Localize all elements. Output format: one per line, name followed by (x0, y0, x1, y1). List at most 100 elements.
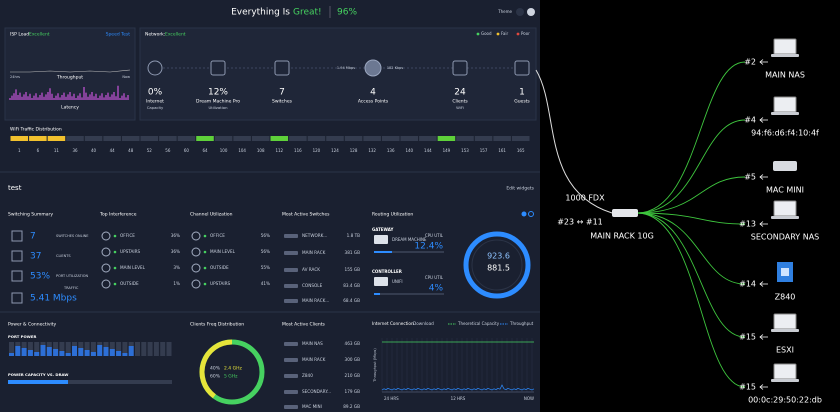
laptop-base (771, 54, 799, 57)
laptop-screen (773, 96, 797, 113)
stat-label: Switches (272, 99, 293, 105)
edit-link[interactable]: Edit widgets (506, 186, 534, 192)
status-dot (113, 266, 117, 270)
channel-segment (344, 136, 363, 141)
stat-label: Internet (146, 99, 164, 105)
link-line (636, 212, 746, 338)
port-slot (141, 342, 147, 356)
label: 40% (210, 366, 221, 372)
freq-ring-24 (199, 339, 233, 399)
item-name: MAIN RACK (302, 357, 326, 362)
port-power (40, 345, 46, 356)
channel-label: 120 (313, 148, 321, 153)
port-label: #15 (739, 383, 756, 392)
chart-grid (381, 338, 533, 392)
label: 60% (210, 374, 221, 380)
port-power (78, 348, 84, 356)
label: Throughput (509, 321, 534, 326)
stat-value: 7 (279, 88, 285, 98)
theme-toggle[interactable] (527, 8, 535, 16)
label: 24hrs (10, 75, 20, 79)
device-icon (210, 60, 226, 76)
channel-segment (511, 136, 530, 141)
isp-card (4, 27, 136, 121)
item-name: NETWORK... (302, 233, 327, 238)
ap-icon (191, 231, 201, 241)
y-axis-label: Throughput (Mbps) (373, 348, 377, 383)
device-icon (284, 234, 298, 238)
channel-label: 6 (37, 148, 40, 153)
label: Good (481, 31, 492, 36)
port-power (109, 349, 115, 356)
item-value: 68.4 GB (343, 298, 360, 303)
label: GATEWAY (372, 227, 393, 232)
arrow (759, 117, 768, 123)
channel-label: 44 (110, 148, 116, 153)
section-title: WiFi Traffic Distribution (10, 127, 62, 133)
channel-segment (177, 136, 196, 141)
port-slot (166, 342, 172, 356)
device-name: SECONDARY NAS (751, 233, 820, 242)
score: 96% (337, 8, 357, 18)
settings-icon[interactable] (521, 211, 527, 217)
card-title: Most Active Switches (282, 212, 330, 218)
device-icon (374, 277, 388, 286)
settings-icon[interactable] (528, 211, 534, 217)
dropdown[interactable]: Download (413, 321, 434, 326)
ap-icon (191, 263, 201, 273)
theme-toggle[interactable] (516, 8, 524, 16)
item-value: 36% (171, 233, 180, 238)
channel-label: 104 (238, 148, 246, 153)
port-slot (9, 342, 14, 356)
throughput-line (10, 69, 131, 73)
item-value: 89.2 GB (343, 404, 360, 409)
port-power (34, 352, 40, 356)
switch-name: MAIN RACK 10G (590, 232, 654, 241)
item-value: 55% (261, 265, 270, 270)
link-speed: 1000 FDX (565, 194, 605, 203)
label: CPU UTIL (425, 275, 444, 280)
channel-label: 124 (331, 148, 339, 153)
port-label: #4 (744, 116, 756, 125)
label: NOW (524, 396, 534, 401)
stat-label: Guests (514, 99, 530, 105)
channel-segment (159, 136, 177, 141)
item-name: AV RACK (302, 267, 320, 272)
metric-label: PORT UTILIZATION (56, 274, 88, 278)
port-power (59, 351, 65, 356)
latency-bars (9, 85, 129, 100)
channel-label: 116 (294, 148, 302, 153)
link[interactable]: Speed Test (106, 32, 131, 38)
channel-segment (140, 136, 159, 141)
item-value: 36% (171, 249, 180, 254)
status-highlight: Great! (293, 8, 322, 18)
card-title: Switching Summary (8, 212, 53, 218)
status-dot (203, 234, 207, 238)
channel-label: 108 (257, 148, 265, 153)
item-name: Z840 (302, 373, 313, 378)
laptop-screen (773, 363, 797, 380)
channel-segment (196, 136, 214, 141)
item-value: 83.4 GB (343, 283, 360, 288)
ap-icon (101, 247, 111, 257)
switch-icon (612, 209, 638, 217)
theme-label: Theme (497, 9, 512, 14)
item-value: 155 GB (345, 267, 361, 272)
label: Throughput (56, 75, 83, 81)
port-slot (90, 342, 96, 356)
laptop-screen (773, 313, 797, 330)
ap-icon (191, 279, 201, 289)
port-power (97, 345, 103, 356)
device-name: 94:f6:d6:f4:10:4f (751, 129, 819, 138)
item-value: 1.8 TB (347, 233, 361, 238)
device-name: MAIN NAS (765, 71, 805, 80)
device-icon (452, 60, 468, 76)
metric-label: SWITCHES ONLINE (56, 234, 88, 238)
card-title: Network: (145, 32, 165, 38)
port-slot (147, 342, 153, 356)
channel-label: 52 (147, 148, 153, 153)
port-slot (116, 342, 122, 356)
dashboard-name[interactable]: test (8, 184, 22, 192)
ap-icon (101, 263, 111, 273)
port-power (84, 350, 90, 356)
